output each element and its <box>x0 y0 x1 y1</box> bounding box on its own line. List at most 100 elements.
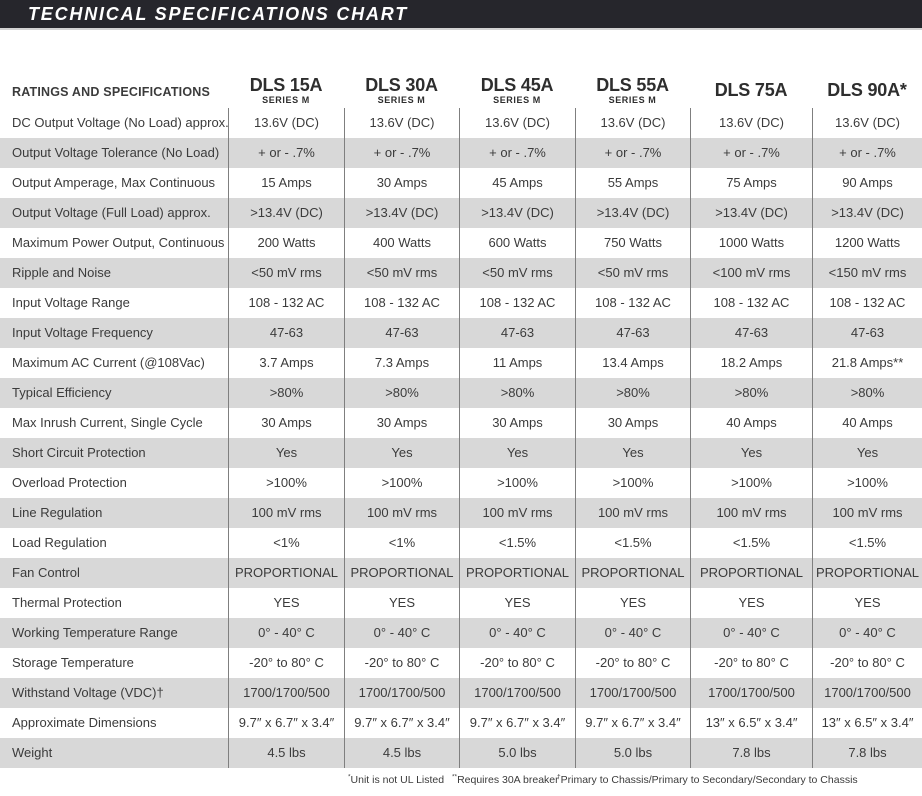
spec-value: >100% <box>575 468 690 498</box>
spec-value: Yes <box>812 438 922 468</box>
spec-value: <1% <box>344 528 459 558</box>
title-banner: TECHNICAL SPECIFICATIONS CHART <box>0 0 922 30</box>
spec-value: >100% <box>228 468 344 498</box>
spec-value: >100% <box>459 468 575 498</box>
spec-label: Weight <box>0 738 228 768</box>
spec-value: 13.6V (DC) <box>459 108 575 138</box>
column-header-dls-30a: DLS 30A SERIES M <box>344 76 459 108</box>
spec-value: 400 Watts <box>344 228 459 258</box>
table-header-row: RATINGS AND SPECIFICATIONS DLS 15A SERIES… <box>0 58 922 108</box>
model-name: DLS 15A <box>249 75 323 95</box>
spec-label: Ripple and Noise <box>0 258 228 288</box>
spec-value: 47-63 <box>228 318 344 348</box>
series-name: SERIES M <box>608 95 657 105</box>
spec-label: Maximum AC Current (@108Vac) <box>0 348 228 378</box>
spec-value: >13.4V (DC) <box>812 198 922 228</box>
spec-value: + or - .7% <box>228 138 344 168</box>
spec-value: YES <box>690 588 812 618</box>
model-name: DLS 30A <box>365 75 438 95</box>
spec-label: Input Voltage Frequency <box>0 318 228 348</box>
footnote: **Requires 30A breaker <box>452 773 559 786</box>
spec-value: 47-63 <box>575 318 690 348</box>
spec-value: 200 Watts <box>228 228 344 258</box>
spec-value: 55 Amps <box>575 168 690 198</box>
spec-value: >100% <box>812 468 922 498</box>
spec-label: Thermal Protection <box>0 588 228 618</box>
spec-value: 13.6V (DC) <box>344 108 459 138</box>
spec-value: 30 Amps <box>459 408 575 438</box>
spec-value: <100 mV rms <box>690 258 812 288</box>
column-header-dls-45a: DLS 45A SERIES M <box>459 76 575 108</box>
column-header-dls-15a: DLS 15A SERIES M <box>228 76 344 108</box>
model-name: DLS 45A <box>480 75 554 95</box>
spec-value: 13″ x 6.5″ x 3.4″ <box>812 708 922 738</box>
spec-value: Yes <box>575 438 690 468</box>
spec-value: PROPORTIONAL <box>459 558 575 588</box>
spec-label: Load Regulation <box>0 528 228 558</box>
spec-label: DC Output Voltage (No Load) approx. <box>0 108 228 138</box>
spec-value: 1700/1700/500 <box>575 678 690 708</box>
spec-value: 0° - 40° C <box>575 618 690 648</box>
spec-value: 13″ x 6.5″ x 3.4″ <box>690 708 812 738</box>
model-name: DLS 90A* <box>827 80 907 100</box>
spec-value: <50 mV rms <box>344 258 459 288</box>
spec-value: 108 - 132 AC <box>812 288 922 318</box>
spec-value: 40 Amps <box>812 408 922 438</box>
page-title: TECHNICAL SPECIFICATIONS CHART <box>28 3 409 24</box>
spec-value: 9.7″ x 6.7″ x 3.4″ <box>228 708 344 738</box>
spec-value: 1700/1700/500 <box>812 678 922 708</box>
spec-value: 100 mV rms <box>228 498 344 528</box>
footnote: *Unit is not UL Listed <box>348 773 445 786</box>
spec-value: 0° - 40° C <box>690 618 812 648</box>
spec-value: PROPORTIONAL <box>344 558 459 588</box>
spec-value: 1700/1700/500 <box>228 678 344 708</box>
spec-value: 7.8 lbs <box>690 738 812 768</box>
spec-value: <50 mV rms <box>575 258 690 288</box>
spec-value: 100 mV rms <box>690 498 812 528</box>
spec-value: 7.3 Amps <box>344 348 459 378</box>
spec-value: >80% <box>228 378 344 408</box>
spec-label: Approximate Dimensions <box>0 708 228 738</box>
spec-value: -20° to 80° C <box>228 648 344 678</box>
spec-label: Typical Efficiency <box>0 378 228 408</box>
spec-value: 5.0 lbs <box>575 738 690 768</box>
spec-label: Short Circuit Protection <box>0 438 228 468</box>
spec-value: 9.7″ x 6.7″ x 3.4″ <box>459 708 575 738</box>
spec-value: 13.6V (DC) <box>812 108 922 138</box>
spec-value: <1% <box>228 528 344 558</box>
spec-label: Overload Protection <box>0 468 228 498</box>
spec-value: 47-63 <box>459 318 575 348</box>
spec-label: Output Voltage (Full Load) approx. <box>0 198 228 228</box>
spec-value: 1700/1700/500 <box>459 678 575 708</box>
spec-label: Working Temperature Range <box>0 618 228 648</box>
spec-value: + or - .7% <box>575 138 690 168</box>
spec-value: 47-63 <box>344 318 459 348</box>
series-name: SERIES M <box>493 95 541 105</box>
spec-value: 1000 Watts <box>690 228 812 258</box>
spec-value: 90 Amps <box>812 168 922 198</box>
spec-value: 108 - 132 AC <box>459 288 575 318</box>
spec-value: -20° to 80° C <box>459 648 575 678</box>
spec-label: Output Voltage Tolerance (No Load) <box>0 138 228 168</box>
spec-value: 15 Amps <box>228 168 344 198</box>
spec-value: >13.4V (DC) <box>228 198 344 228</box>
spec-value: 9.7″ x 6.7″ x 3.4″ <box>344 708 459 738</box>
table-body: DC Output Voltage (No Load) approx. 13.6V… <box>0 108 922 768</box>
spec-value: 600 Watts <box>459 228 575 258</box>
spec-value: 100 mV rms <box>459 498 575 528</box>
spec-value: -20° to 80° C <box>344 648 459 678</box>
spec-value: 47-63 <box>812 318 922 348</box>
spec-value: Yes <box>459 438 575 468</box>
spec-value: 0° - 40° C <box>812 618 922 648</box>
spec-value: 30 Amps <box>575 408 690 438</box>
spec-value: 13.6V (DC) <box>690 108 812 138</box>
spec-value: >100% <box>344 468 459 498</box>
spec-label: Line Regulation <box>0 498 228 528</box>
spec-label: Fan Control <box>0 558 228 588</box>
spec-value: 750 Watts <box>575 228 690 258</box>
spec-value: <1.5% <box>812 528 922 558</box>
spec-value: 100 mV rms <box>812 498 922 528</box>
spec-label: Maximum Power Output, Continuous <box>0 228 228 258</box>
spec-value: 47-63 <box>690 318 812 348</box>
spec-value: >80% <box>812 378 922 408</box>
